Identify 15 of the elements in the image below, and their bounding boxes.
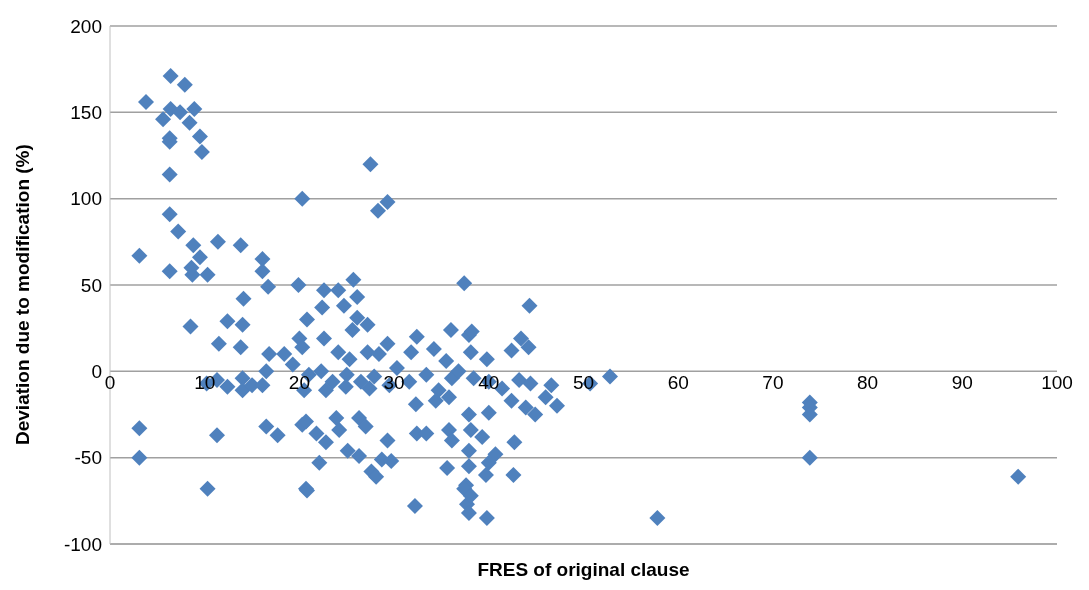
x-axis-title: FRES of original clause — [477, 559, 690, 580]
x-tick-label: 70 — [762, 372, 784, 394]
y-tick-label: 150 — [70, 102, 102, 124]
x-tick-label: 80 — [857, 372, 879, 394]
x-tick-label: 20 — [288, 372, 310, 394]
x-tick-label: 0 — [104, 372, 116, 394]
y-tick-label: 50 — [80, 274, 102, 296]
y-tick-label: -100 — [63, 533, 102, 555]
x-tick-label: 90 — [951, 372, 973, 394]
y-tick-label: 200 — [70, 15, 102, 37]
y-tick-label: 100 — [70, 188, 102, 210]
y-tick-label: -50 — [74, 447, 102, 469]
x-tick-label: 60 — [667, 372, 689, 394]
y-axis-title: Deviation due to modification (%) — [11, 144, 33, 445]
x-tick-label: 100 — [1041, 372, 1073, 394]
